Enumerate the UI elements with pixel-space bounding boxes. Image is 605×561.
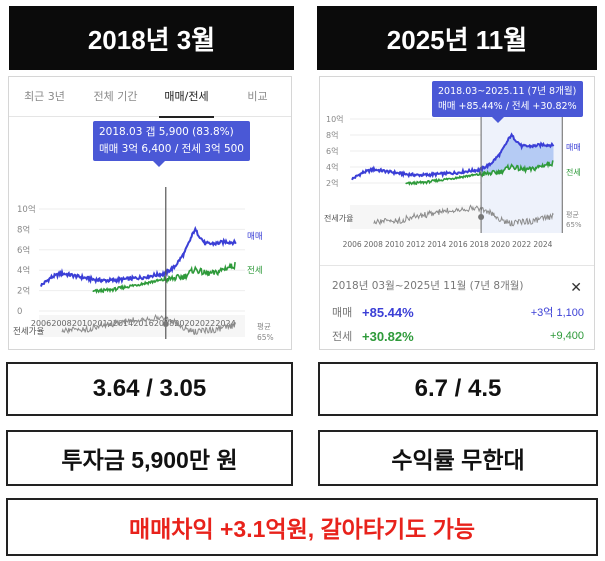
x-tick-label: 2016	[449, 240, 468, 249]
y-tick-label: 0	[17, 307, 22, 317]
gain-area	[481, 134, 554, 176]
summary-sale-amount: +3억 1,100	[530, 307, 584, 319]
x-tick-label: 2020	[491, 240, 510, 249]
x-tick-label: 2008	[364, 240, 383, 249]
ratio-avg-value: 65%	[566, 221, 582, 229]
change-summary: 2018년 03월~2025년 11월 (7년 8개월) ✕ 매매 +85.44…	[320, 265, 594, 349]
right-price-text: 6.7 / 4.5	[414, 375, 502, 402]
x-tick-label: 2022	[195, 319, 215, 328]
tooltip-line-2: 매매 +85.44% / 전세 +30.82%	[438, 101, 577, 112]
sale-line	[40, 225, 237, 287]
x-tick-label: 2020	[174, 319, 194, 328]
right-chart-panel: 10억 8억 6억 4억 2억 2006 2008 2010 2012 2014 2016 2018…	[319, 76, 595, 350]
left-period-header: 2018년 3월	[9, 6, 294, 70]
date-marker-dot	[162, 321, 169, 327]
bottom-banner: 매매차익 +3.1억원, 갈아타기도 가능	[6, 498, 598, 556]
right-note-box: 수익률 무한대	[318, 430, 598, 486]
x-tick-label: 2014	[113, 319, 133, 328]
jeonse-line	[92, 261, 236, 294]
ratio-avg-label: 평균	[257, 321, 271, 331]
close-icon[interactable]: ✕	[570, 280, 582, 296]
y-tick-label: 8억	[326, 130, 338, 140]
tooltip-line-2: 매매 3억 6,400 / 전세 3억 500	[99, 143, 244, 155]
tab-compare[interactable]: 비교	[247, 89, 268, 103]
x-tick-label: 2024	[533, 240, 552, 249]
ratio-avg-label: 평균	[566, 210, 579, 219]
y-tick-label: 6억	[326, 146, 338, 156]
left-price-box: 3.64 / 3.05	[6, 362, 293, 416]
x-tick-label: 2024	[215, 319, 235, 328]
right-period-header: 2025년 11월	[317, 6, 597, 70]
y-tick-label: 8억	[17, 224, 30, 235]
ratio-label: 전세가율	[13, 326, 44, 337]
x-tick-label: 2006	[31, 319, 51, 328]
sale-series-label: 매매	[247, 232, 263, 242]
range-tooltip: 2018.03~2025.11 (7년 8개월) 매매 +85.44% / 전세…	[432, 81, 583, 123]
jeonse-series-label: 전세	[247, 265, 263, 276]
left-note-text: 투자금 5,900만 원	[61, 447, 238, 473]
right-note-text: 수익률 무한대	[391, 447, 525, 473]
x-tick-label: 2022	[512, 240, 531, 249]
tab-sale-jeonse[interactable]: 매매/전세	[151, 77, 222, 118]
x-tick-label: 2006	[343, 240, 362, 249]
y-tick-label: 4억	[17, 265, 30, 276]
left-chart-panel: 최근 3년 전체 기간 매매/전세 비교 10억 8억 6억 4억 2억 0 2006 20…	[8, 76, 292, 350]
sale-series-label: 매매	[566, 143, 581, 152]
right-price-chart: 10억 8억 6억 4억 2억 2006 2008 2010 2012 2014 2016 2018…	[324, 114, 582, 249]
left-note-box: 투자금 5,900만 원	[6, 430, 293, 486]
x-tick-label: 2018	[470, 240, 489, 249]
y-tick-label: 2억	[326, 178, 338, 188]
summary-sale-label: 매매	[332, 306, 353, 319]
x-tick-label: 2010	[385, 240, 404, 249]
y-tick-label: 10억	[17, 204, 36, 215]
tab-all-period[interactable]: 전체 기간	[93, 89, 138, 103]
left-price-text: 3.64 / 3.05	[92, 375, 207, 402]
ratio-line	[373, 204, 554, 227]
ratio-avg-value: 65%	[257, 333, 274, 342]
summary-jeonse-amount: +9,400	[550, 330, 584, 342]
summary-period: 2018년 03월~2025년 11월 (7년 8개월)	[332, 280, 524, 292]
tooltip-line-1: 2018.03~2025.11 (7년 8개월)	[438, 86, 577, 97]
tab-recent-3y[interactable]: 최근 3년	[24, 89, 65, 103]
y-tick-label: 6억	[17, 245, 30, 256]
y-tick-label: 10억	[326, 114, 344, 124]
start-marker-dot	[478, 214, 485, 220]
right-price-box: 6.7 / 4.5	[318, 362, 598, 416]
x-tick-label: 2008	[51, 319, 71, 328]
summary-sale-pct: +85.44%	[362, 304, 414, 320]
left-period-title: 2018년 3월	[87, 24, 216, 55]
x-tick-label: 2012	[406, 240, 425, 249]
gap-tooltip: 2018.03 갭 5,900 (83.8%) 매매 3억 6,400 / 전세…	[93, 121, 250, 167]
ratio-label: 전세가율	[324, 213, 353, 223]
y-tick-label: 4억	[326, 162, 338, 172]
bottom-banner-text: 매매차익 +3.1억원, 갈아타기도 가능	[128, 516, 476, 542]
selected-period-band	[481, 117, 563, 233]
jeonse-line	[405, 160, 554, 186]
chart-tabs: 최근 3년 전체 기간 매매/전세 비교	[9, 77, 291, 118]
summary-jeonse-label: 전세	[332, 330, 353, 343]
x-tick-label: 2014	[427, 240, 446, 249]
x-tick-label: 2016	[133, 319, 153, 328]
x-tick-label: 2010	[72, 319, 92, 328]
y-tick-label: 2억	[17, 286, 30, 297]
tooltip-line-1: 2018.03 갭 5,900 (83.8%)	[99, 126, 234, 138]
ratio-line	[61, 313, 237, 335]
x-tick-label: 2012	[92, 319, 112, 328]
summary-jeonse-pct: +30.82%	[362, 328, 414, 344]
jeonse-series-label: 전세	[566, 167, 581, 177]
sale-line	[351, 132, 555, 181]
right-period-title: 2025년 11월	[386, 24, 528, 55]
